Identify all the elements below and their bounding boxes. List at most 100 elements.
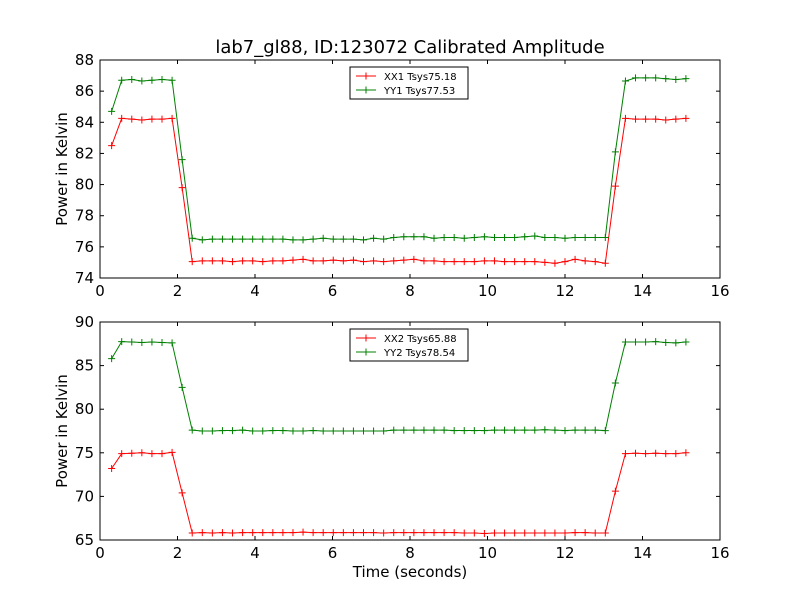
data-point — [571, 529, 579, 537]
data-point — [591, 234, 599, 242]
data-point — [108, 107, 116, 115]
data-point — [208, 235, 216, 243]
y-tick-label: 88 — [75, 51, 94, 69]
data-point — [128, 449, 136, 457]
data-point — [400, 426, 408, 434]
data-point — [621, 338, 629, 346]
data-point — [561, 427, 569, 435]
data-point — [460, 258, 468, 266]
data-point — [198, 236, 206, 244]
data-point — [460, 529, 468, 537]
data-point — [490, 234, 498, 242]
data-point — [581, 426, 589, 434]
data-point — [652, 115, 660, 123]
data-point — [470, 234, 478, 242]
data-point — [128, 75, 136, 83]
data-point — [531, 258, 539, 266]
data-point — [581, 234, 589, 242]
data-point — [188, 529, 196, 537]
data-point — [662, 116, 670, 124]
data-point — [198, 529, 206, 537]
legend-box — [349, 328, 469, 362]
data-point — [229, 235, 237, 243]
data-point — [208, 427, 216, 435]
data-point — [339, 235, 347, 243]
data-point — [591, 529, 599, 537]
data-point — [178, 489, 186, 497]
data-point — [118, 450, 126, 458]
data-point — [138, 116, 146, 124]
data-point — [289, 256, 297, 264]
data-point — [682, 338, 690, 346]
data-point — [541, 258, 549, 266]
x-tick-label: 2 — [173, 544, 183, 562]
data-point — [299, 427, 307, 435]
data-point — [632, 338, 640, 346]
data-point — [319, 234, 327, 242]
y-tick-label: 85 — [75, 357, 94, 375]
y-tick-label: 75 — [75, 444, 94, 462]
data-point — [480, 257, 488, 265]
data-point — [229, 427, 237, 435]
data-point — [148, 450, 156, 458]
data-point — [642, 74, 650, 82]
data-point — [561, 234, 569, 242]
data-point — [511, 529, 519, 537]
data-point — [128, 338, 136, 346]
data-point — [158, 338, 166, 346]
data-point — [440, 258, 448, 266]
data-point — [531, 529, 539, 537]
data-point — [450, 529, 458, 537]
data-point — [581, 257, 589, 265]
y-axis-label: Power in Kelvin — [53, 112, 71, 226]
y-tick-label: 82 — [75, 144, 94, 162]
data-point — [440, 426, 448, 434]
data-point — [158, 75, 166, 83]
data-point — [138, 449, 146, 457]
data-point — [198, 257, 206, 265]
data-point — [551, 529, 559, 537]
data-point — [652, 338, 660, 346]
data-point — [299, 255, 307, 263]
data-point — [470, 258, 478, 266]
y-tick-label: 65 — [75, 531, 94, 549]
x-tick-label: 16 — [710, 544, 729, 562]
data-point — [480, 529, 488, 537]
x-tick-label: 4 — [250, 544, 260, 562]
data-point — [511, 426, 519, 434]
data-point — [269, 235, 277, 243]
data-point — [329, 529, 337, 537]
data-point — [591, 258, 599, 266]
data-point — [480, 233, 488, 241]
data-point — [188, 234, 196, 242]
data-point — [188, 426, 196, 434]
data-point — [490, 426, 498, 434]
data-point — [682, 114, 690, 122]
data-point — [360, 529, 367, 537]
x-tick-label: 10 — [478, 282, 497, 300]
data-point — [339, 529, 347, 537]
data-point — [269, 427, 277, 435]
series-line-2 — [111, 77, 686, 241]
data-point — [611, 379, 619, 387]
data-point — [229, 258, 237, 266]
data-point — [289, 529, 297, 537]
data-point — [541, 529, 549, 537]
legend: XX1 Tsys75.18 YY1 Tsys77.53 — [349, 66, 469, 100]
x-tick-label: 6 — [328, 544, 338, 562]
data-point — [360, 258, 367, 266]
data-point — [611, 487, 619, 495]
data-point — [148, 115, 156, 123]
data-point — [249, 427, 257, 435]
data-point — [279, 529, 287, 537]
data-point — [430, 529, 438, 537]
data-point — [339, 257, 347, 265]
data-point — [420, 257, 428, 265]
y-tick-label: 78 — [75, 207, 94, 225]
legend: XX2 Tsys65.88 YY2 Tsys78.54 — [349, 328, 469, 362]
data-point — [490, 529, 498, 537]
data-point — [501, 258, 509, 266]
y-tick-label: 80 — [75, 400, 94, 418]
data-point — [511, 258, 519, 266]
legend-label: YY2 Tsys78.54 — [383, 348, 455, 359]
